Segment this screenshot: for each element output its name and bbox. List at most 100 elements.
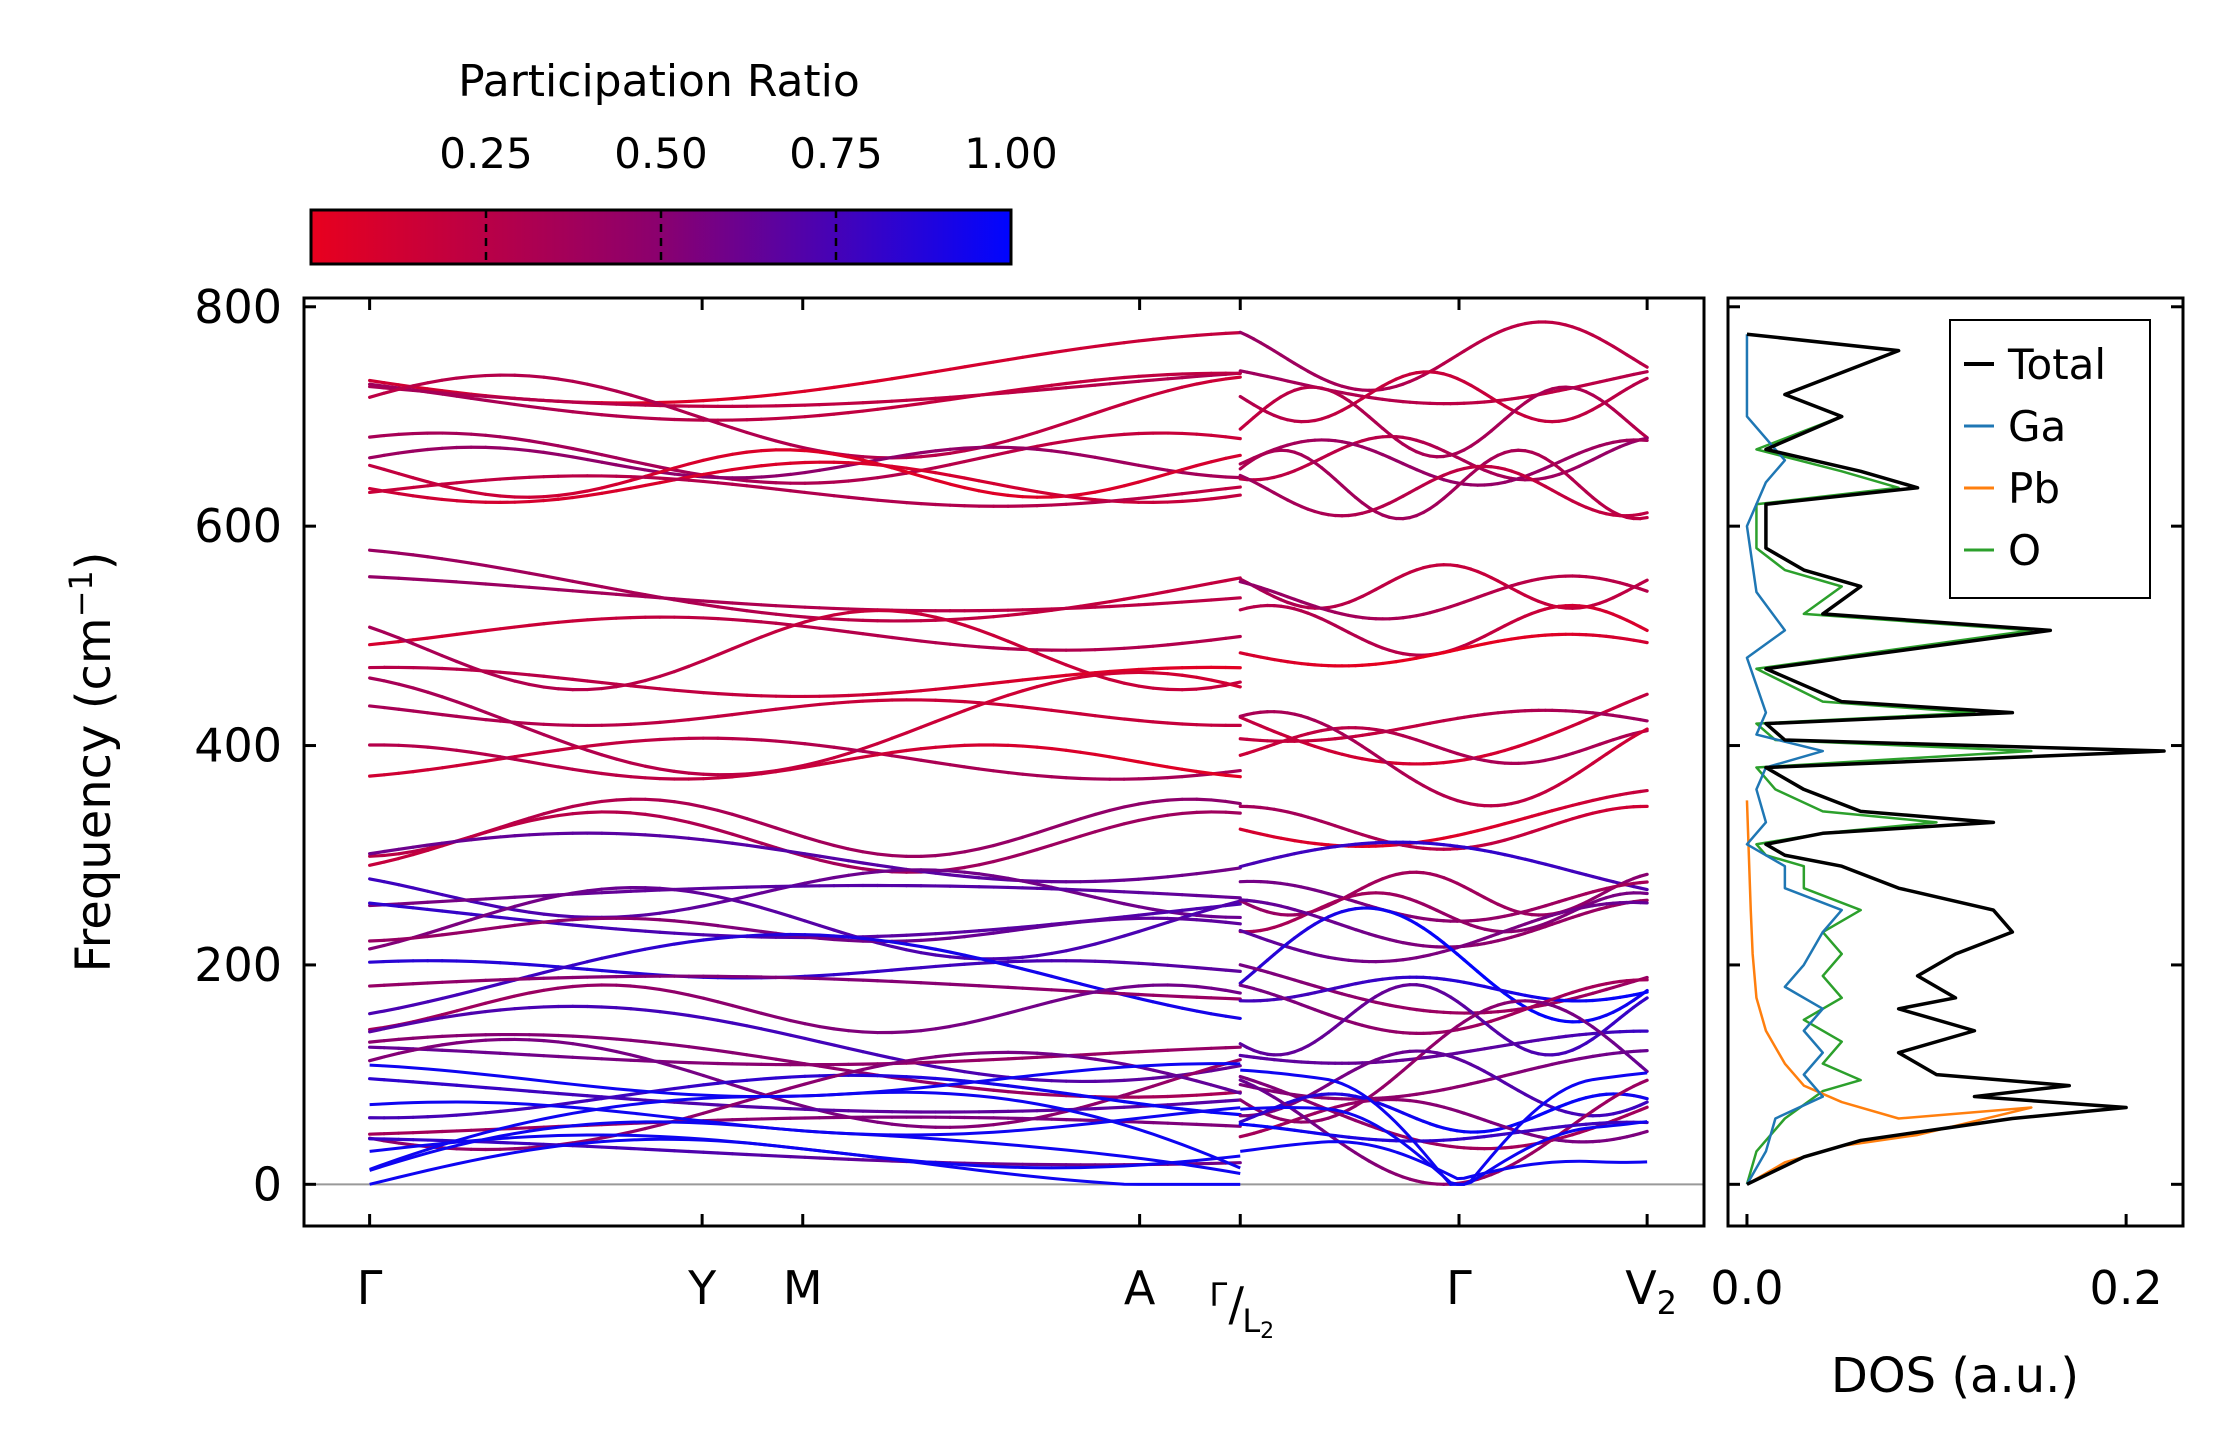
- dispersion-branch-segment: [875, 691, 894, 696]
- dispersion-branch-segment: [846, 455, 865, 462]
- dispersion-branch-segment: [890, 853, 909, 858]
- dispersion-branch-segment: [861, 870, 880, 875]
- dispersion-branch-segment: [1137, 602, 1155, 607]
- dispersion-branch-segment: [1079, 942, 1097, 950]
- dispersion-branch-segment: [513, 1141, 531, 1146]
- dispersion-branch-segment: [513, 991, 531, 998]
- dispersion-branch-segment: [1151, 891, 1170, 896]
- dispersion-branch-segment: [426, 927, 444, 935]
- dispersion-branch-segment: [745, 602, 764, 607]
- dispersion-branch-segment: [716, 713, 734, 718]
- dispersion-branch-segment: [1079, 411, 1097, 420]
- dispersion-branch-segment: [1064, 663, 1083, 672]
- dispersion-branch-segment: [1108, 715, 1126, 721]
- dispersion-branch-segment: [745, 635, 764, 645]
- dispersion-branch-segment: [803, 878, 822, 885]
- dispersion-branch-segment: [542, 674, 560, 680]
- dispersion-branch-segment: [571, 579, 589, 586]
- dispersion-branch-segment: [498, 923, 517, 929]
- dispersion-branch-segment: [614, 950, 633, 957]
- dispersion-branch-segment: [759, 603, 778, 608]
- dispersion-branch-segment: [585, 924, 604, 930]
- dispersion-branch-segment: [788, 1082, 807, 1090]
- dispersion-branch-segment: [629, 984, 647, 990]
- dispersion-branch-segment: [571, 923, 589, 928]
- dispersion-branch-segment: [629, 1053, 647, 1061]
- dispersion-branch-segment: [817, 701, 836, 707]
- dispersion-branch-segment: [890, 374, 909, 381]
- dispersion-branch-segment: [1108, 1050, 1126, 1055]
- dispersion-branch-segment: [962, 929, 981, 934]
- dispersion-branch-segment: [513, 757, 531, 764]
- dispersion-branch-segment: [1166, 916, 1184, 921]
- dispersion-branch-segment: [1209, 683, 1228, 690]
- dispersion-branch-segment: [890, 731, 909, 740]
- colorbar-ticks: 0.25 0.50 0.75 1.00: [439, 129, 1058, 264]
- dispersion-branch-segment: [614, 456, 633, 463]
- dispersion-branch-segment: [658, 596, 676, 601]
- y-tick-label: 400: [194, 719, 282, 773]
- dispersion-branch-segment: [484, 477, 502, 482]
- dispersion-branch-segment: [1209, 967, 1228, 972]
- dispersion-branch-segment: [890, 1074, 909, 1079]
- dispersion-branch-segment: [1166, 797, 1184, 802]
- dispersion-branch-segment: [1122, 431, 1141, 436]
- dispersion-branch-segment: [919, 1055, 938, 1061]
- dispersion-branch-segment: [1079, 1052, 1097, 1057]
- dispersion-branch-segment: [759, 929, 778, 935]
- dispersion-branch-segment: [411, 744, 430, 749]
- dispersion-branch-segment: [803, 974, 822, 979]
- dispersion-branch-segment: [658, 1010, 676, 1016]
- dispersion-branch-segment: [1050, 657, 1068, 667]
- dispersion-branch-segment: [1122, 397, 1141, 406]
- dispersion-branch-segment: [1151, 472, 1170, 480]
- dispersion-branch-segment: [701, 470, 720, 477]
- dispersion-branch-segment: [585, 450, 604, 457]
- dispersion-branch-segment: [629, 483, 647, 490]
- dispersion-branch-segment: [571, 810, 589, 816]
- dispersion-branch-segment: [919, 869, 938, 875]
- dispersion-branch-segment: [991, 960, 1010, 967]
- dispersion-branch-segment: [542, 406, 560, 412]
- dispersion-branch-segment: [1079, 435, 1097, 441]
- dispersion-branch-segment: [426, 387, 444, 393]
- dispersion-branch-segment: [556, 399, 575, 404]
- dispersion-branch-segment: [498, 494, 517, 499]
- dispersion-branch-segment: [1180, 872, 1199, 877]
- dispersion-branch-segment: [1638, 727, 1649, 735]
- dispersion-branch-segment: [629, 393, 647, 401]
- dispersion-branch-segment: [484, 757, 502, 763]
- dispersion-branch-segment: [933, 871, 952, 877]
- dispersion-branch-segment: [1050, 887, 1068, 891]
- dispersion-branch-segment: [1108, 604, 1126, 609]
- acoustic-branch: [1240, 1140, 1648, 1181]
- dispersion-branch-segment: [1093, 752, 1112, 759]
- dispersion-branch-segment: [469, 561, 488, 568]
- dispersion-branch-segment: [1122, 1100, 1141, 1106]
- dispersion-branch-segment: [948, 617, 967, 622]
- dispersion-branch-segment: [701, 892, 720, 899]
- dispersion-branch-segment: [774, 847, 793, 854]
- dispersion-branch-segment: [1006, 927, 1025, 933]
- x-tick-label: V2: [1625, 1261, 1677, 1322]
- dispersion-branch-segment: [643, 674, 662, 683]
- dispersion-branch-segment: [687, 1149, 705, 1154]
- dispersion-branch-segment: [527, 1038, 546, 1043]
- dispersion-branch-segment: [846, 977, 865, 982]
- dispersion-branch-segment: [933, 981, 952, 986]
- dispersion-branch-segment: [962, 863, 981, 870]
- dispersion-branch-segment: [1209, 331, 1228, 336]
- dispersion-branch-segment: [832, 757, 851, 764]
- dispersion-branch-segment: [948, 743, 967, 748]
- dispersion-branch-segment: [730, 607, 749, 613]
- dispersion-branch-segment: [397, 1131, 415, 1135]
- dispersion-branch-segment: [730, 482, 749, 488]
- dispersion-branch-segment: [1035, 383, 1054, 389]
- dispersion-branch-segment: [411, 636, 430, 642]
- dispersion-branch-segment: [1035, 843, 1054, 852]
- dispersion-branch-segment: [962, 616, 981, 621]
- dispersion-branch-segment: [817, 923, 836, 932]
- dispersion-branch-segment: [890, 979, 909, 984]
- dispersion-branch-segment: [411, 934, 430, 940]
- dispersion-branch-segment: [527, 988, 546, 995]
